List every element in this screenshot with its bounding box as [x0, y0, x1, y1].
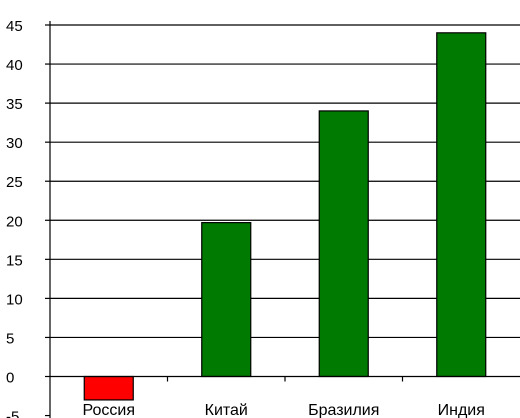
bar-4	[436, 32, 487, 378]
y-tick-label: 20	[6, 213, 23, 230]
x-category-label: Индия	[438, 402, 485, 418]
y-tick-label: 40	[6, 57, 23, 74]
x-category-label: Китай	[205, 402, 248, 418]
y-tick-label: 30	[6, 135, 23, 152]
bar-1	[83, 375, 134, 401]
bars	[83, 32, 487, 401]
y-tick-label: 10	[6, 291, 23, 308]
y-tick-label: 0	[6, 370, 14, 387]
y-tick-label: 45	[6, 18, 23, 35]
y-tick-label: -5	[6, 409, 19, 418]
y-tick-label: 15	[6, 252, 23, 269]
axes	[45, 21, 520, 418]
gridlines	[50, 24, 520, 339]
y-tick-label: 25	[6, 174, 23, 191]
x-category-labels: Россия Китай Бразилия Индия	[83, 402, 485, 418]
y-tick-label: 5	[6, 330, 14, 347]
x-category-label: Бразилия	[308, 402, 379, 418]
y-tick-labels: -5 0 5 10 15 20 25 30 35 40 45	[6, 18, 23, 418]
x-category-label: Россия	[83, 402, 135, 418]
bar-3	[318, 110, 369, 378]
y-tick-label: 35	[6, 96, 23, 113]
bar-2	[201, 222, 252, 378]
